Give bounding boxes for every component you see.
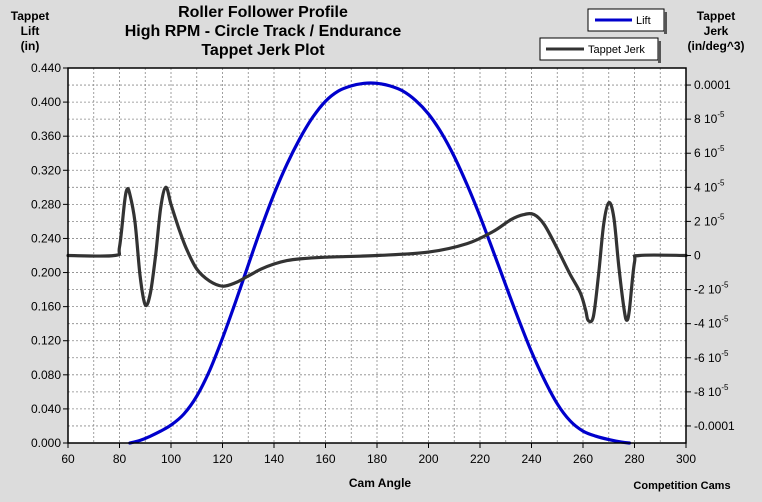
left-tick-label: 0.360 (31, 129, 61, 143)
x-tick-label: 220 (470, 452, 490, 466)
left-tick-label: 0.200 (31, 266, 61, 280)
right-tick-label: 0 (694, 249, 701, 263)
legend-jerk-label: Tappet Jerk (588, 44, 645, 56)
legend-lift-shadow (664, 12, 667, 34)
x-axis-title: Cam Angle (349, 476, 412, 490)
legend-jerk: Tappet Jerk (539, 37, 661, 63)
right-axis-title-line-3: (in/deg^3) (687, 39, 744, 53)
right-tick-label: -4 10-5 (694, 315, 729, 331)
x-tick-label: 160 (315, 452, 335, 466)
left-tick-label: 0.240 (31, 231, 61, 245)
left-axis-title-line-1: Tappet (11, 9, 49, 23)
chart-title-line-3: Tappet Jerk Plot (201, 42, 325, 59)
right-tick-label: 6 10-5 (694, 144, 725, 160)
left-tick-label: 0.400 (31, 95, 61, 109)
x-tick-label: 260 (573, 452, 593, 466)
chart-title-line-2: High RPM - Circle Track / Endurance (125, 23, 402, 40)
series-line-lift (128, 81, 631, 445)
right-tick-label: 4 10-5 (694, 178, 725, 194)
right-axis-title-line-2: Jerk (704, 24, 729, 38)
left-tick-label: 0.080 (31, 368, 61, 382)
x-tick-label: 100 (161, 452, 181, 466)
chart-title-line-1: Roller Follower Profile (178, 4, 348, 21)
right-tick-label: -6 10-5 (694, 349, 729, 365)
right-tick-label: 0.0001 (694, 78, 731, 92)
left-tick-label: 0.040 (31, 402, 61, 416)
x-tick-label: 140 (264, 452, 284, 466)
right-axis: 0.0001 8 10-5 6 10-5 4 10-5 2 10-5 0 -2 10-5 -4… (686, 78, 735, 433)
left-axis-title-line-3: (in) (21, 39, 40, 53)
x-tick-label: 120 (212, 452, 232, 466)
footer-brand: Competition Cams (633, 480, 730, 492)
grid (68, 68, 686, 443)
series-line-tappet-jerk (66, 185, 688, 324)
x-axis: 60 80 100 120 140 160 180 200 220 240 260 280 300 (61, 443, 696, 466)
left-tick-label: 0.160 (31, 300, 61, 314)
left-tick-label: 0.280 (31, 197, 61, 211)
x-tick-label: 240 (521, 452, 541, 466)
x-tick-label: 280 (624, 452, 644, 466)
right-axis-title-line-1: Tappet (697, 9, 735, 23)
left-axis: 0.000 0.040 0.080 0.120 0.160 0.200 0.240 0.280… (31, 61, 68, 450)
right-tick-label: -2 10-5 (694, 281, 729, 297)
legend-lift-label: Lift (636, 15, 651, 27)
x-tick-label: 200 (418, 452, 438, 466)
x-tick-label: 60 (61, 452, 75, 466)
series-layer (66, 81, 688, 445)
right-tick-label: 2 10-5 (694, 212, 725, 228)
left-axis-title-line-2: Lift (21, 24, 40, 38)
right-tick-label: -0.0001 (694, 419, 735, 433)
x-tick-label: 180 (367, 452, 387, 466)
left-tick-label: 0.120 (31, 334, 61, 348)
left-tick-label: 0.320 (31, 163, 61, 177)
x-tick-label: 300 (676, 452, 696, 466)
right-tick-label: 8 10-5 (694, 110, 725, 126)
right-tick-label: -8 10-5 (694, 383, 729, 399)
left-tick-label: 0.000 (31, 436, 61, 450)
legend-lift: Lift (587, 8, 667, 34)
left-tick-label: 0.440 (31, 61, 61, 75)
legend-jerk-shadow (658, 41, 661, 63)
x-tick-label: 80 (113, 452, 127, 466)
